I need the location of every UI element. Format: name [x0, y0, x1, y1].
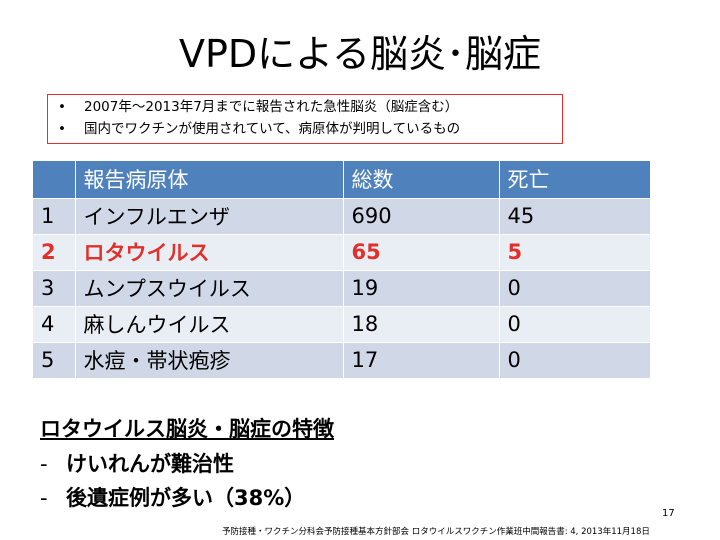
source-citation: 予防接種・ワクチン分科会予防接種基本方針部会 ロタウイルスワクチン作業班中間報告… — [222, 527, 650, 537]
note-item: • 2007年〜2013年7月までに報告された急性脳炎（脳症含む） — [58, 97, 458, 117]
table-row: 4 麻しんウイルス 18 0 — [33, 305, 651, 342]
table-row: 3 ムンプスウイルス 19 0 — [33, 269, 651, 306]
dash-mark: - — [40, 486, 48, 510]
cell-rank: 2 — [33, 233, 76, 270]
cell-rank: 5 — [33, 341, 76, 378]
cell-pathogen: 麻しんウイルス — [75, 305, 344, 342]
cell-total: 65 — [343, 233, 500, 270]
feature-item: - 後遺症例が多い（38%） — [40, 483, 305, 513]
header-pathogen: 報告病原体 — [75, 161, 344, 198]
cell-pathogen: 水痘・帯状疱疹 — [75, 341, 344, 378]
cell-deaths: 0 — [499, 305, 651, 342]
note-text: 国内でワクチンが使用されていて、病原体が判明しているもの — [84, 121, 461, 137]
note-text: 2007年〜2013年7月までに報告された急性脳炎（脳症含む） — [84, 99, 459, 115]
cell-deaths: 45 — [499, 197, 651, 234]
feature-text: けいれんが難治性 — [66, 452, 234, 476]
feature-item: - けいれんが難治性 — [40, 449, 234, 479]
cell-total: 18 — [343, 305, 500, 342]
cell-rank: 1 — [33, 197, 76, 234]
cell-total: 690 — [343, 197, 500, 234]
cell-total: 19 — [343, 269, 500, 306]
cell-pathogen: ロタウイルス — [75, 233, 344, 270]
table-row: 5 水痘・帯状疱疹 17 0 — [33, 341, 651, 378]
dash-mark: - — [40, 452, 48, 476]
cell-deaths: 0 — [499, 341, 651, 378]
header-deaths: 死亡 — [499, 161, 651, 198]
header-rank — [33, 161, 76, 198]
header-total: 総数 — [343, 161, 500, 198]
table-header-row: 報告病原体 総数 死亡 — [33, 161, 651, 198]
note-item: • 国内でワクチンが使用されていて、病原体が判明しているもの — [58, 119, 460, 139]
cell-rank: 3 — [33, 269, 76, 306]
feature-text: 後遺症例が多い（38%） — [66, 486, 306, 510]
page-number: 17 — [662, 508, 675, 519]
pathogen-table: 報告病原体 総数 死亡 1 インフルエンザ 690 45 2 ロタウイルス 65… — [33, 161, 651, 378]
bullet-mark: • — [58, 121, 66, 137]
cell-pathogen: ムンプスウイルス — [75, 269, 344, 306]
cell-rank: 4 — [33, 305, 76, 342]
slide-title: VPDによる脳炎･脳症 — [178, 32, 542, 76]
bullet-mark: • — [58, 99, 66, 115]
cell-pathogen: インフルエンザ — [75, 197, 344, 234]
table-row: 1 インフルエンザ 690 45 — [33, 197, 651, 234]
note-box — [47, 94, 563, 144]
features-heading: ロタウイルス脳炎・脳症の特徴 — [40, 417, 334, 441]
table-row-highlighted: 2 ロタウイルス 65 5 — [33, 233, 651, 270]
cell-deaths: 5 — [499, 233, 651, 270]
cell-total: 17 — [343, 341, 500, 378]
cell-deaths: 0 — [499, 269, 651, 306]
